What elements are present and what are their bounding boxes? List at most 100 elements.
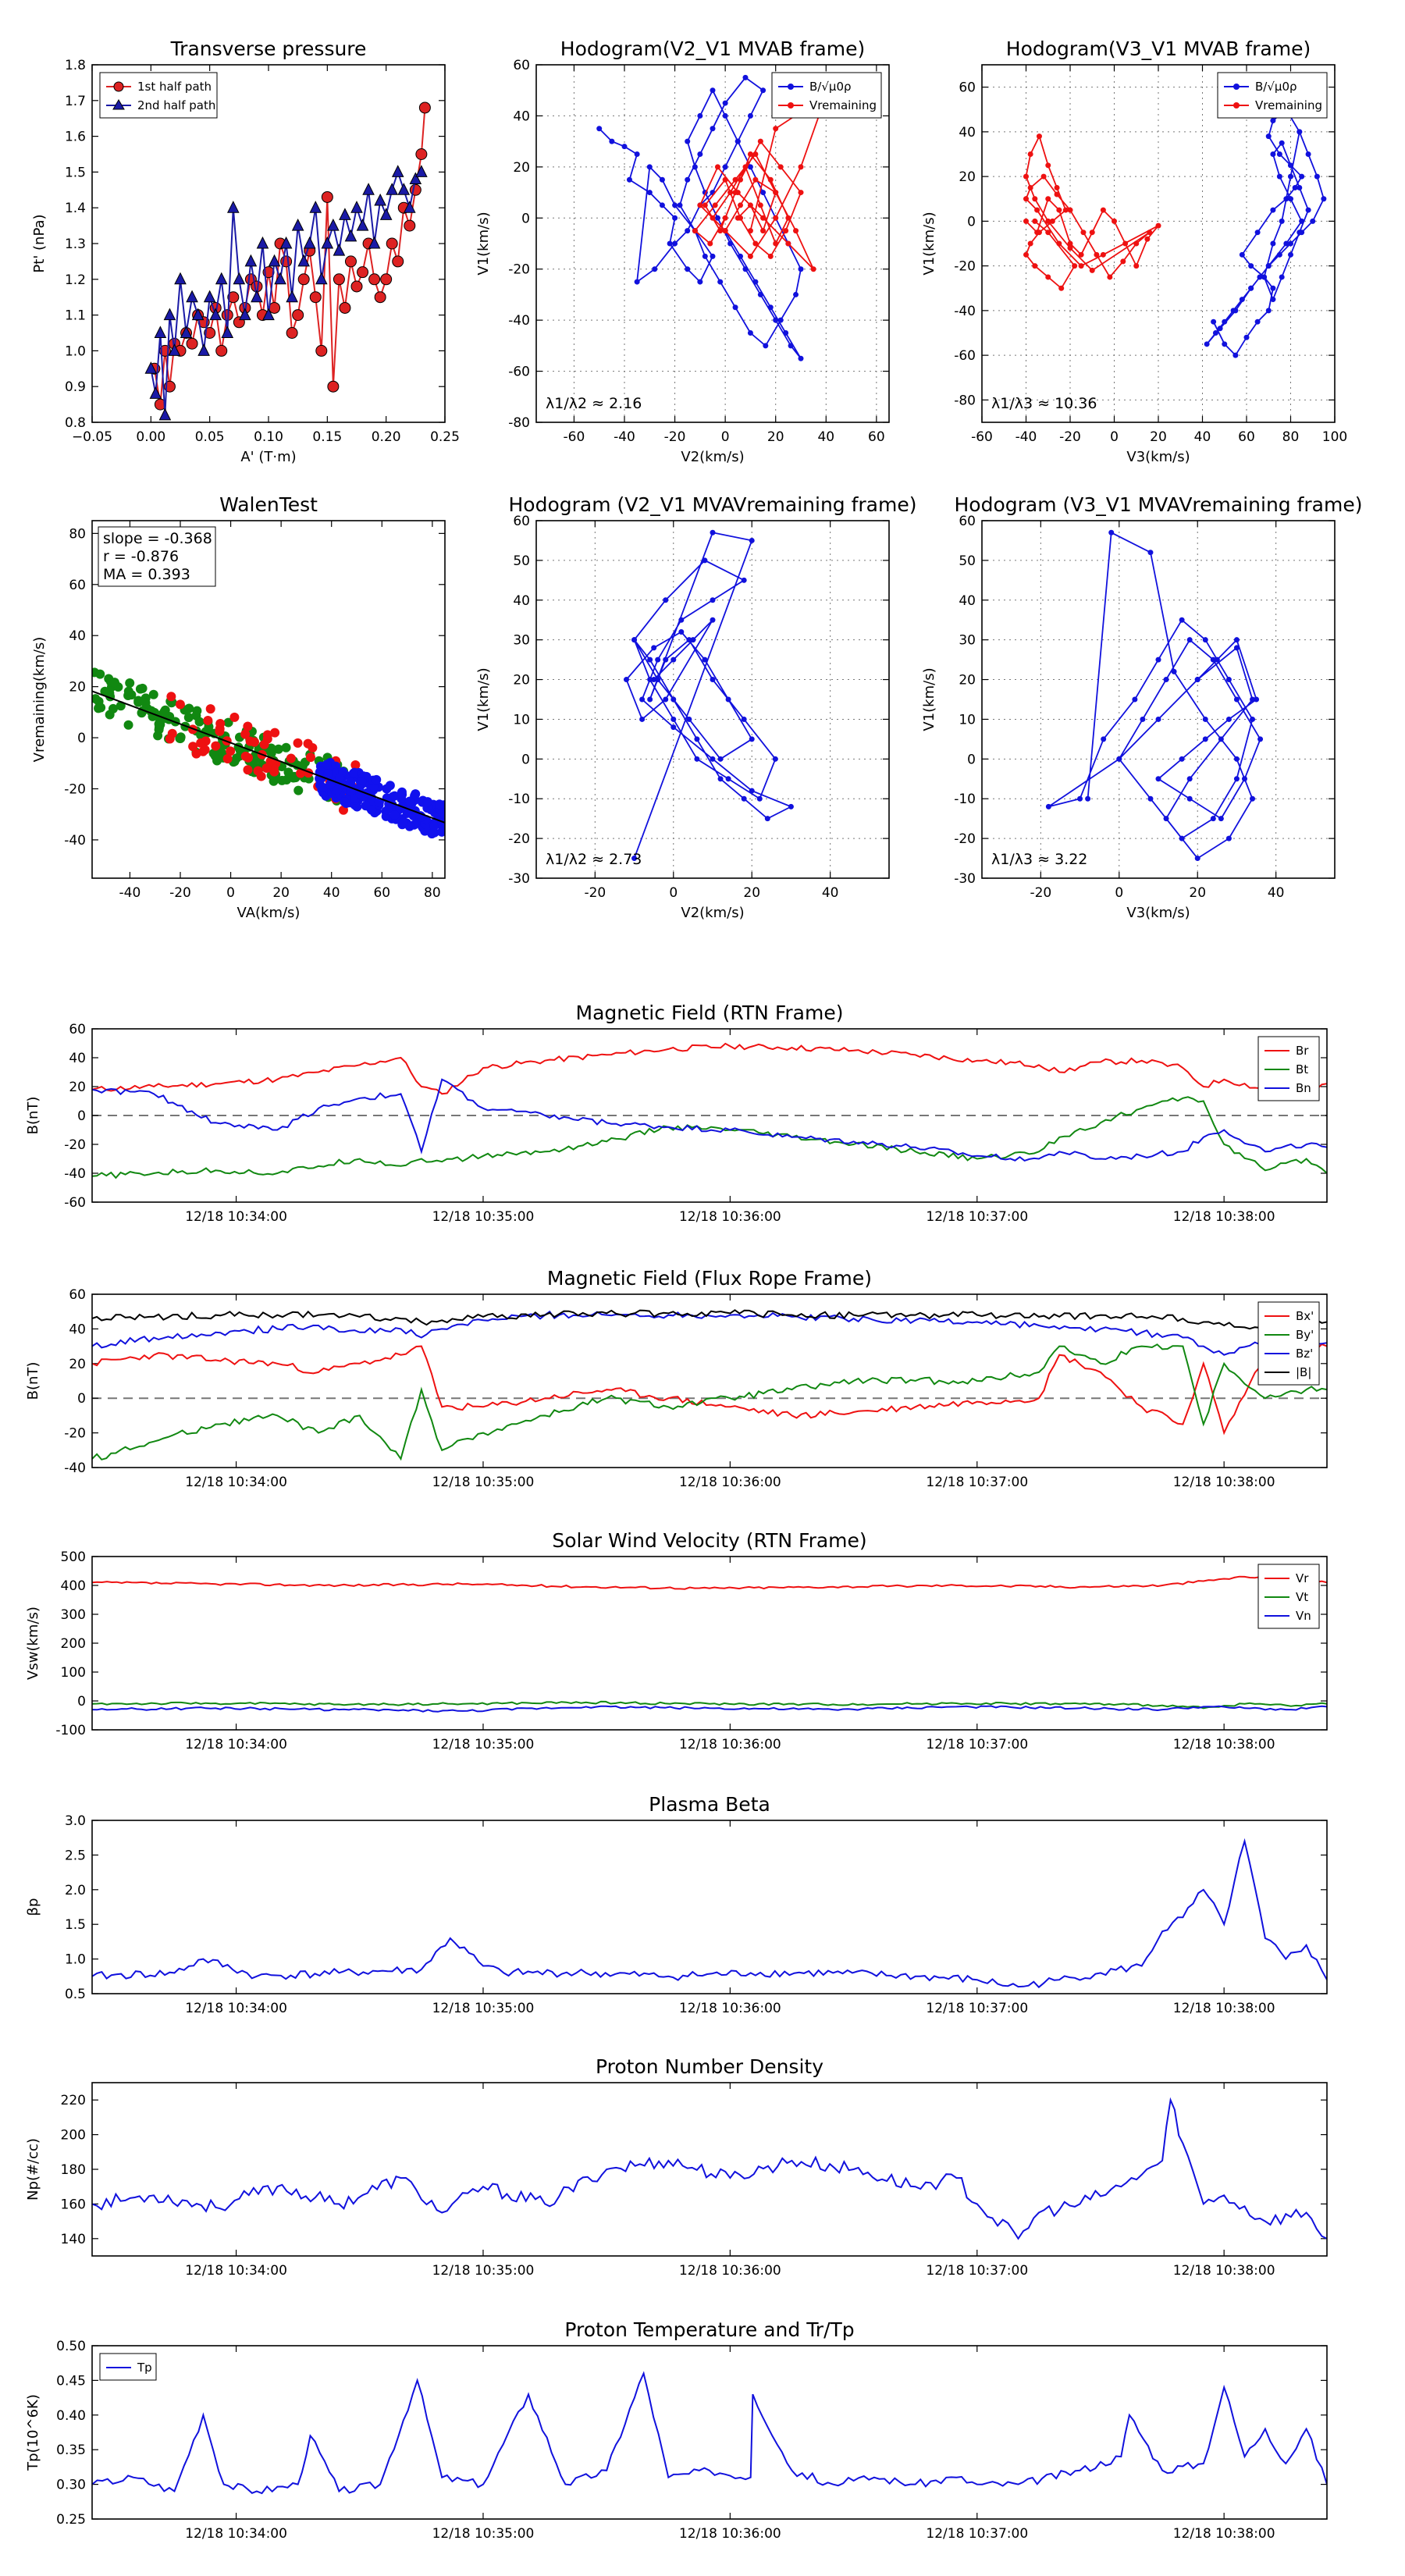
beta-ytick-label: 3.0 <box>65 1813 86 1829</box>
vsw-panel: 12/18 10:34:00 12/18 10:35:00 12/18 10:36:… <box>25 1529 1328 1752</box>
hodo2-point <box>1288 162 1293 169</box>
hodo1-point <box>798 164 804 170</box>
mag_rtn-plot-area <box>92 1042 1327 1179</box>
hodo1-ytick-label: 60 <box>513 58 530 73</box>
pt-ytick-label: 1.0 <box>65 343 86 359</box>
hodo1-point <box>672 240 678 247</box>
hodo1-point <box>773 240 779 247</box>
hodo3-point <box>647 677 653 683</box>
hodo2-point <box>1122 240 1129 247</box>
hodo1-point <box>798 190 804 196</box>
walen-point-red <box>222 754 233 764</box>
hodo1-ytick-label: 0 <box>521 211 530 226</box>
walen-point-red <box>256 771 266 781</box>
walen-point-blue <box>435 799 445 809</box>
walen-point-red <box>175 699 185 710</box>
hodo1-point <box>788 343 794 349</box>
beta-xtick-label: 12/18 10:35:00 <box>432 2001 535 2016</box>
hodo3-point <box>788 803 794 809</box>
pt-point-blue <box>239 308 251 321</box>
hodo1-point <box>652 266 658 272</box>
walen-xtick-label: 60 <box>373 885 390 901</box>
mag_fr-ytick-label: 20 <box>69 1357 86 1372</box>
beta-xtick-label: 12/18 10:34:00 <box>185 2001 287 2016</box>
np-xtick-label: 12/18 10:34:00 <box>185 2263 287 2279</box>
walen-r-label: r = -0.876 <box>103 548 179 565</box>
hodo3-annotation: λ1/λ2 ≈ 2.73 <box>546 851 642 868</box>
walen-point-blue <box>325 779 336 789</box>
mag_rtn-ylabel: B(nT) <box>25 1097 41 1135</box>
hodo1-point <box>747 330 753 336</box>
walen-point-green <box>125 678 135 688</box>
pt-point-blue <box>391 165 404 177</box>
beta-xtick-label: 12/18 10:37:00 <box>926 2001 1028 2016</box>
hodo2-point <box>1045 229 1051 236</box>
hodo1-point <box>626 176 632 183</box>
hodo1-point <box>710 215 716 221</box>
walen-point-red <box>293 738 303 748</box>
hodo1-point <box>712 202 718 208</box>
walen-point-blue <box>389 791 400 801</box>
tp-xtick-label: 12/18 10:34:00 <box>185 2526 287 2542</box>
walen-slope-label: slope = -0.368 <box>103 530 212 547</box>
hodo2-point <box>1299 218 1305 224</box>
walen-point-red <box>196 738 206 748</box>
hodo3-point <box>710 597 716 603</box>
hodo2-point <box>1062 207 1069 213</box>
tp-plot-area <box>92 2371 1327 2495</box>
beta-ytick-label: 0.5 <box>65 1987 86 2002</box>
pt-ytick-label: 0.9 <box>65 379 86 395</box>
hodo2-point <box>1239 251 1245 258</box>
hodo4-point <box>1163 677 1169 683</box>
pt-xtick-label: 0.00 <box>136 429 165 445</box>
np-xtick-label: 12/18 10:38:00 <box>1173 2263 1275 2279</box>
hodo2-ytick-label: -80 <box>954 393 976 408</box>
pt-point-blue <box>350 201 363 213</box>
hodo1-point <box>738 215 744 221</box>
mag_rtn-xtick-label: 12/18 10:35:00 <box>432 1209 535 1225</box>
np-plot-area <box>92 2097 1327 2240</box>
pt-point-blue <box>144 361 158 374</box>
walen-point-green <box>184 703 194 713</box>
hodo4-ytick-label: 60 <box>959 514 976 529</box>
mag_fr-ytick-label: 60 <box>69 1287 86 1303</box>
pt-point-red <box>404 219 416 232</box>
vsw-ylabel: Vsw(km/s) <box>25 1606 41 1680</box>
mag_rtn-series-Bt <box>92 1096 1327 1179</box>
pt-point-red <box>186 337 198 350</box>
walen-point-red <box>203 715 213 725</box>
hodo1-point <box>727 190 734 196</box>
hodo4-xtick-label: 0 <box>1115 885 1123 901</box>
hodo2-point <box>1094 251 1100 258</box>
hodo1-point <box>757 202 763 208</box>
mag_fr-ytick-label: 0 <box>77 1391 86 1407</box>
hodo1-ytick-label: -80 <box>508 415 530 431</box>
hodo1-xtick-label: 20 <box>767 429 784 445</box>
hodo3-frame <box>535 520 890 879</box>
hodo1-point <box>596 126 603 132</box>
hodo1-point <box>785 215 791 221</box>
hodo1-legend: B/√μ0ρ Vremaining <box>771 72 882 119</box>
vsw-xtick-label: 12/18 10:34:00 <box>185 1737 287 1752</box>
hodo1-point <box>773 317 779 323</box>
mag_rtn-ytick-label: 20 <box>69 1080 86 1095</box>
pt-point-red <box>269 301 281 314</box>
walen-point-green <box>94 703 104 713</box>
pt-point-blue <box>209 308 222 321</box>
hodo2-legend-label: Vremaining <box>1255 98 1322 112</box>
hodo1-point <box>760 87 767 94</box>
hodo1-xtick-label: 60 <box>868 429 885 445</box>
hodo1-point <box>798 266 804 272</box>
hodo2-point <box>1133 263 1140 269</box>
hodo2-point <box>1239 297 1245 303</box>
mag_fr-legend: Bx' By' Bz' |B| <box>1257 1301 1320 1386</box>
pt-xtick-label: 0.10 <box>254 429 283 445</box>
hodo1-series-line-1 <box>694 94 828 270</box>
hodo1-xtick-label: 40 <box>817 429 834 445</box>
mag_fr-series-Bx' <box>92 1343 1327 1436</box>
hodo4-point <box>1214 656 1220 663</box>
tp-panel: 12/18 10:34:00 12/18 10:35:00 12/18 10:36:… <box>25 2318 1328 2542</box>
hodo3-point <box>694 756 700 762</box>
hodo2-plot-area <box>1023 106 1327 358</box>
vsw-series-Vn <box>92 1705 1327 1713</box>
